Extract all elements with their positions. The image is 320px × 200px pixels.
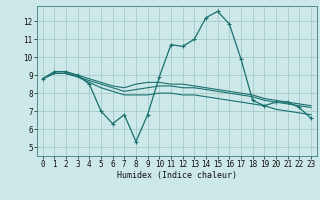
X-axis label: Humidex (Indice chaleur): Humidex (Indice chaleur) [117, 171, 237, 180]
